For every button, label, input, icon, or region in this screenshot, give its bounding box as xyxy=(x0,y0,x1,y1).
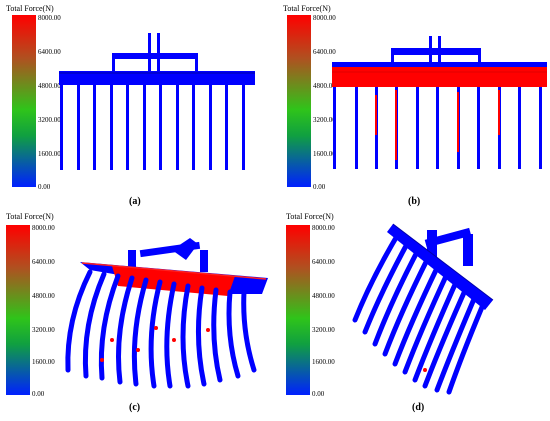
legend-tick: 0.00 xyxy=(312,390,325,398)
legend-tick: 8000.00 xyxy=(313,14,336,22)
legend-tick: 4800.00 xyxy=(313,82,336,90)
legend-tick: 4800.00 xyxy=(312,292,335,300)
legend-tick: 1600.00 xyxy=(32,358,55,366)
legend-tick: 4800.00 xyxy=(32,292,55,300)
legend-tick: 1600.00 xyxy=(38,150,61,158)
legend-tick: 1600.00 xyxy=(312,358,335,366)
panel-caption: (b) xyxy=(408,196,421,207)
panel-a: Total Force(N) 8000.00 6400.00 4800.00 3… xyxy=(0,0,275,210)
color-scale-bar xyxy=(6,225,30,395)
legend-tick: 8000.00 xyxy=(32,224,55,232)
legend-title: Total Force(N) xyxy=(6,212,54,221)
legend-tick: 6400.00 xyxy=(313,48,336,56)
color-scale-bar xyxy=(286,225,310,395)
legend-title: Total Force(N) xyxy=(6,4,54,13)
color-scale-bar xyxy=(12,15,36,187)
legend-title: Total Force(N) xyxy=(283,4,331,13)
legend-tick: 6400.00 xyxy=(32,258,55,266)
legend-tick: 8000.00 xyxy=(312,224,335,232)
rake-model-d xyxy=(352,223,494,395)
color-scale-bar xyxy=(287,15,311,187)
legend-tick: 6400.00 xyxy=(38,48,61,56)
panel-caption: (d) xyxy=(412,402,425,413)
legend-tick: 4800.00 xyxy=(38,82,61,90)
panel-caption: (a) xyxy=(129,196,141,207)
legend-tick: 8000.00 xyxy=(38,14,61,22)
panel-caption: (c) xyxy=(129,402,141,413)
panel-d: Total Force(N) 8000.00 6400.00 4800.00 3… xyxy=(275,210,550,421)
legend-tick: 0.00 xyxy=(38,183,51,191)
legend-tick: 3200.00 xyxy=(38,116,61,124)
legend-tick: 3200.00 xyxy=(32,326,55,334)
legend-tick: 6400.00 xyxy=(312,258,335,266)
panel-b: Total Force(N) 8000.00 6400.00 4800.00 3… xyxy=(275,0,550,210)
legend-tick: 3200.00 xyxy=(313,116,336,124)
rake-model-b xyxy=(332,36,547,169)
rake-model-a xyxy=(59,33,255,170)
legend-tick: 0.00 xyxy=(32,390,45,398)
rake-model-c xyxy=(65,238,268,389)
legend-tick: 1600.00 xyxy=(313,150,336,158)
legend-tick: 0.00 xyxy=(313,183,326,191)
legend-title: Total Force(N) xyxy=(286,212,334,221)
panel-c: Total Force(N) 8000.00 6400.00 4800.00 3… xyxy=(0,210,275,421)
legend-tick: 3200.00 xyxy=(312,326,335,334)
